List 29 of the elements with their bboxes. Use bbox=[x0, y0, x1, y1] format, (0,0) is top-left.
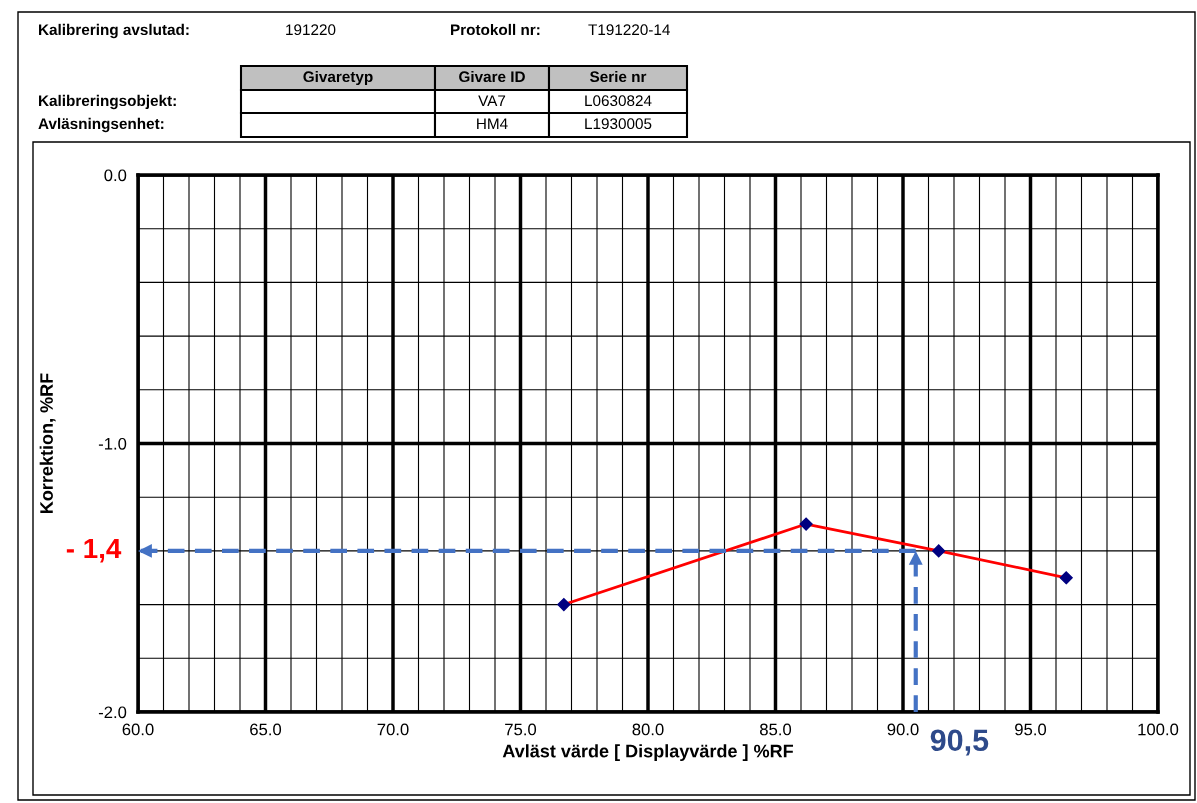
y-axis-title: Korrektion, %RF bbox=[39, 373, 56, 514]
x-tick-label: 95.0 bbox=[1015, 723, 1047, 736]
text: Avläsningsenhet: bbox=[38, 117, 164, 133]
x-tick-label: 80.0 bbox=[632, 723, 664, 736]
x-tick-label: 65.0 bbox=[250, 723, 282, 736]
text: Serie nr bbox=[589, 70, 647, 83]
x-axis-title: Avläst värde [ Displayvärde ] %RF bbox=[502, 744, 794, 762]
text: T191220-14 bbox=[588, 24, 670, 36]
x-tick-label: 100.0 bbox=[1138, 723, 1179, 736]
x-tick-label: 90.0 bbox=[887, 723, 919, 736]
x-tick-label: 75.0 bbox=[505, 723, 537, 736]
text: VA7 bbox=[478, 95, 506, 106]
text: Givaretyp bbox=[303, 70, 373, 86]
text: L0630824 bbox=[585, 95, 652, 107]
y-tick-label: -1.0 bbox=[98, 437, 127, 450]
text: L1930005 bbox=[585, 118, 652, 130]
text: Kalibrering avslutad: bbox=[39, 23, 189, 39]
text: Protokoll nr: bbox=[451, 23, 540, 36]
y-tick-label: 0.0 bbox=[104, 169, 127, 182]
ref-line-label: 90,5 bbox=[930, 729, 989, 756]
text: Givare ID bbox=[459, 70, 525, 83]
text: Kalibreringsobjekt: bbox=[39, 94, 176, 110]
ref-line-label: - 1,4 bbox=[66, 538, 122, 563]
x-tick-label: 70.0 bbox=[377, 723, 409, 736]
x-tick-label: 60.0 bbox=[122, 723, 154, 736]
y-tick-label: -2.0 bbox=[98, 706, 127, 719]
text: 191220 bbox=[286, 24, 336, 36]
text: HM4 bbox=[477, 118, 508, 129]
x-tick-label: 85.0 bbox=[760, 723, 792, 736]
